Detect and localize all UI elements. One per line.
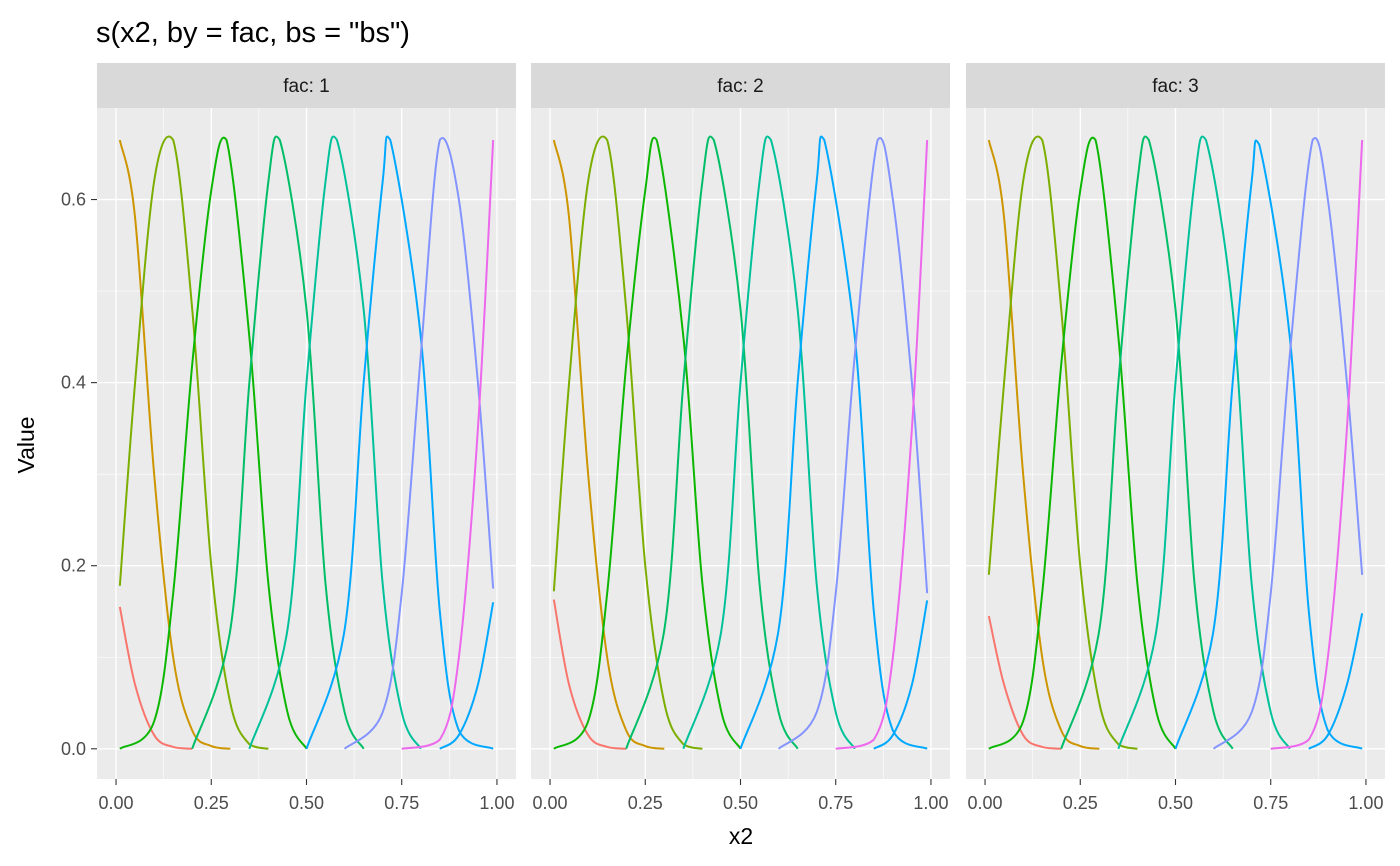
basis-line [401,139,495,750]
facet-strip [966,63,1385,108]
y-tick-label: 0.6 [61,190,86,210]
x-tick-label: 0.50 [723,793,758,813]
x-tick-label: 0.00 [533,793,568,813]
x-tick-label: 1.00 [479,793,514,813]
basis-line [553,136,742,750]
x-tick-label: 0.25 [194,793,229,813]
basis-line [988,136,1177,750]
facet-strip-label: fac: 1 [283,76,329,97]
basis-line [191,135,365,750]
basis-line [552,599,627,750]
basis-line [873,600,929,750]
y-tick-label: 0.4 [61,373,86,393]
basis-line [118,139,231,750]
facet-strip-label: fac: 2 [717,76,763,97]
facet-panel: fac: 3 0.00 0.25 0.50 0.75 1.00 [966,63,1385,813]
basis-line [552,139,665,750]
basis-line [119,136,308,750]
basis-line [552,135,703,750]
basis-line [1308,613,1364,750]
x-tick-label: 1.00 [913,793,948,813]
y-axis-title: Value [13,416,39,473]
basis-line [118,135,269,750]
x-axis-title: x2 [729,823,753,849]
x-tick-label: 0.00 [99,793,134,813]
x-tick-label: 0.75 [384,793,419,813]
basis-line [777,137,929,750]
basis-line [1212,137,1364,750]
basis-line [987,135,1138,750]
facet-strip [97,63,516,108]
basis-line [835,139,929,750]
basis-line [987,615,1062,750]
basis-line [248,135,422,750]
basis-line [625,135,799,750]
y-tick-label: 0.2 [61,556,86,576]
basis-line [343,137,495,750]
x-tick-label: 0.00 [968,793,1003,813]
x-tick-label: 0.25 [1063,793,1098,813]
chart-title: s(x2, by = fac, bs = "bs") [96,17,410,49]
x-tick-label: 0.75 [1253,793,1288,813]
x-tick-label: 0.50 [289,793,324,813]
basis-line [305,135,494,750]
facet-panel: fac: 2 0.00 0.25 0.50 0.75 1.00 [531,63,950,813]
x-tick-label: 0.75 [818,793,853,813]
basis-line [682,135,856,750]
facet-strip [531,63,950,108]
basis-line [1060,135,1234,750]
x-tick-label: 0.50 [1158,793,1193,813]
basis-line [1174,139,1363,750]
x-tick-label: 0.25 [628,793,663,813]
basis-line [1117,135,1291,750]
facet-panel: fac: 1 0.00 0.25 0.50 0.75 1.00 [97,63,516,813]
basis-line [118,606,193,750]
x-tick-label: 1.00 [1348,793,1383,813]
facet-strip-label: fac: 3 [1152,76,1198,97]
y-tick-label: 0.0 [61,739,86,759]
basis-line [439,602,495,750]
basis-line [739,135,928,750]
basis-line [987,139,1100,750]
basis-line [1270,139,1364,750]
